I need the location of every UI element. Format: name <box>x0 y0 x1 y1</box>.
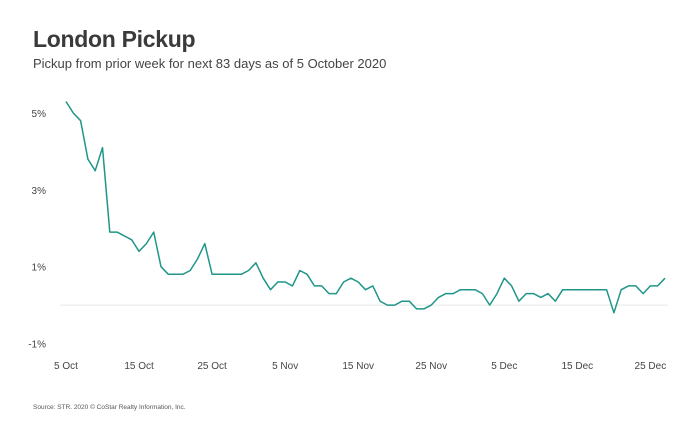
x-tick-label: 15 Dec <box>561 361 593 372</box>
x-axis-ticks: 5 Oct 15 Oct 25 Oct 5 Nov 15 Nov 25 Nov 5 Dec 1… <box>54 361 666 372</box>
x-tick-label: 5 Dec <box>491 361 517 372</box>
y-tick-label: 3% <box>32 186 47 197</box>
y-tick-label: 5% <box>32 109 47 120</box>
x-tick-label: 15 Oct <box>124 361 154 372</box>
x-tick-label: 25 Oct <box>197 361 227 372</box>
chart-title: London Pickup <box>33 26 196 52</box>
y-axis-ticks: 5% 3% 1% -1% <box>28 109 46 350</box>
y-tick-label: 1% <box>32 263 47 274</box>
series-lines <box>65 101 666 314</box>
chart-subtitle: Pickup from prior week for next 83 days … <box>33 56 387 71</box>
x-tick-label: 5 Nov <box>272 361 298 372</box>
x-tick-label: 15 Nov <box>342 361 374 372</box>
x-tick-label: 25 Nov <box>415 361 447 372</box>
y-tick-label: -1% <box>28 339 46 350</box>
source-note: Source: STR. 2020 © CoStar Realty Inform… <box>33 404 186 411</box>
x-tick-label: 5 Oct <box>54 361 78 372</box>
series-line-pickup <box>65 101 666 314</box>
x-tick-label: 25 Dec <box>635 361 667 372</box>
